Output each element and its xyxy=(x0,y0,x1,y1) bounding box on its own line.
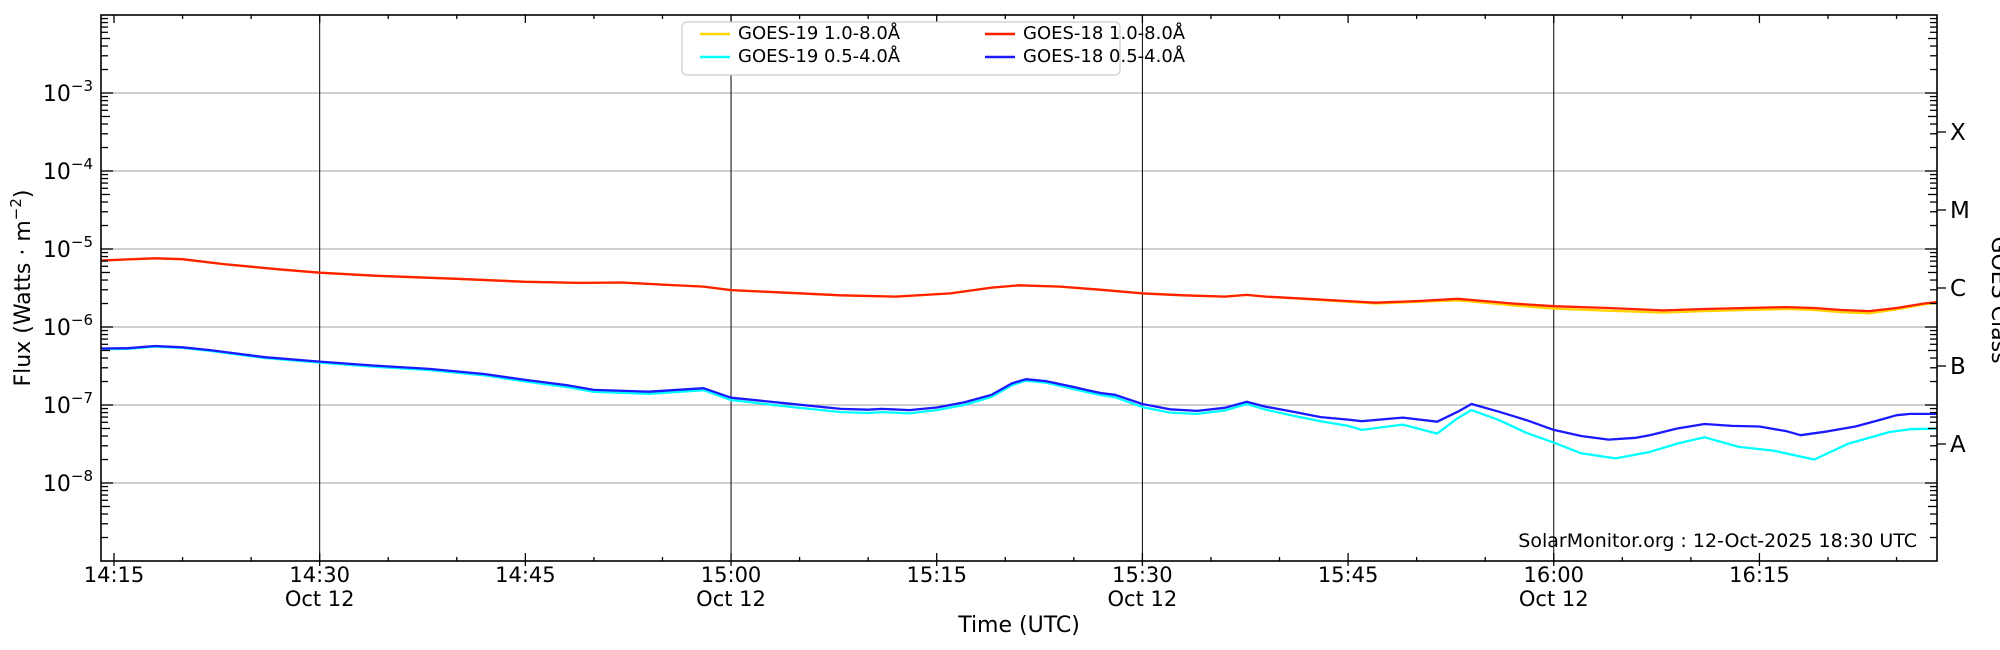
x-tick-label: 15:45 xyxy=(1318,563,1379,587)
x-tick-label: 14:45 xyxy=(495,563,556,587)
x-tick-date-label: Oct 12 xyxy=(285,587,355,611)
x-tick-label: 16:00 xyxy=(1523,563,1584,587)
legend-item-goes19-long: GOES-19 1.0-8.0Å xyxy=(700,22,901,44)
goes-class-letter: M xyxy=(1950,198,1970,224)
x-tick-label: 14:15 xyxy=(84,563,145,587)
series-line-goes18-long xyxy=(101,257,1937,313)
legend-label: GOES-19 0.5-4.0Å xyxy=(738,45,901,67)
x-tick-date-label: Oct 12 xyxy=(1519,587,1589,611)
x-axis-title: Time (UTC) xyxy=(957,613,1080,638)
y-tick-label: 10−3 xyxy=(43,77,93,107)
goes-class-letter: A xyxy=(1950,432,1966,458)
y2-axis-title: GOES Class xyxy=(1986,236,2000,363)
legend-label: GOES-19 1.0-8.0Å xyxy=(738,22,901,44)
series-lines xyxy=(101,257,1937,461)
y-tick-label: 10−5 xyxy=(43,233,93,263)
x-tick-label: 15:00 xyxy=(701,563,762,587)
x-tick-label: 15:15 xyxy=(906,563,967,587)
x-tick-label: 16:15 xyxy=(1729,563,1790,587)
series-line-goes19-short xyxy=(101,345,1937,461)
x-tick-label: 15:30 xyxy=(1112,563,1173,587)
legend-label: GOES-18 1.0-8.0Å xyxy=(1023,22,1186,44)
legend-item-goes18-long: GOES-18 1.0-8.0Å xyxy=(985,22,1186,44)
y-axis-title: Flux (Watts · m−2) xyxy=(7,190,36,387)
goes-class-letter: B xyxy=(1950,354,1966,380)
y-tick-labels: 10−3 10−4 10−5 10−6 10−7 10−8 xyxy=(43,77,93,497)
y-tick-label: 10−4 xyxy=(43,155,93,185)
goes-class-letters: X M C B A xyxy=(1950,120,1970,458)
plot-frame xyxy=(100,14,1938,562)
y-tick-label: 10−7 xyxy=(43,389,93,419)
decade-gridlines xyxy=(101,92,1937,484)
solarmonitor-timestamp: SolarMonitor.org : 12-Oct-2025 18:30 UTC xyxy=(1518,530,1917,552)
y-tick-label: 10−8 xyxy=(43,467,93,497)
series-line-goes18-short xyxy=(101,344,1937,441)
y-tick-label: 10−6 xyxy=(43,311,93,341)
legend-label: GOES-18 0.5-4.0Å xyxy=(1023,45,1186,67)
legend-item-goes18-short: GOES-18 0.5-4.0Å xyxy=(985,45,1186,67)
legend-item-goes19-short: GOES-19 0.5-4.0Å xyxy=(700,45,901,67)
x-tick-label: 14:30 xyxy=(289,563,350,587)
x-tick-date-label: Oct 12 xyxy=(1108,587,1178,611)
x-tick-date-label: Oct 12 xyxy=(696,587,766,611)
time-gridlines xyxy=(319,15,1555,561)
goes-class-letter: X xyxy=(1950,120,1966,146)
goes-class-letter: C xyxy=(1950,276,1966,302)
